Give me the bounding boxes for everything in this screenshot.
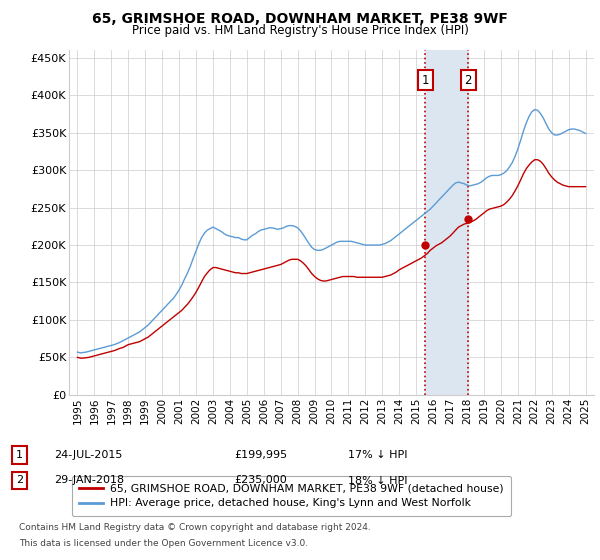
Text: 1: 1 xyxy=(16,450,23,460)
Text: 24-JUL-2015: 24-JUL-2015 xyxy=(54,450,122,460)
Text: This data is licensed under the Open Government Licence v3.0.: This data is licensed under the Open Gov… xyxy=(19,539,308,548)
Text: 1: 1 xyxy=(422,74,429,87)
Text: 2: 2 xyxy=(464,74,472,87)
Text: 29-JAN-2018: 29-JAN-2018 xyxy=(54,475,124,486)
Text: Contains HM Land Registry data © Crown copyright and database right 2024.: Contains HM Land Registry data © Crown c… xyxy=(19,523,371,532)
Text: 2: 2 xyxy=(16,475,23,486)
Text: 65, GRIMSHOE ROAD, DOWNHAM MARKET, PE38 9WF: 65, GRIMSHOE ROAD, DOWNHAM MARKET, PE38 … xyxy=(92,12,508,26)
Legend: 65, GRIMSHOE ROAD, DOWNHAM MARKET, PE38 9WF (detached house), HPI: Average price: 65, GRIMSHOE ROAD, DOWNHAM MARKET, PE38 … xyxy=(72,476,511,516)
Text: 17% ↓ HPI: 17% ↓ HPI xyxy=(348,450,407,460)
Text: 18% ↓ HPI: 18% ↓ HPI xyxy=(348,475,407,486)
Bar xyxy=(425,50,469,395)
Text: £235,000: £235,000 xyxy=(234,475,287,486)
Text: £199,995: £199,995 xyxy=(234,450,287,460)
Text: Price paid vs. HM Land Registry's House Price Index (HPI): Price paid vs. HM Land Registry's House … xyxy=(131,24,469,36)
